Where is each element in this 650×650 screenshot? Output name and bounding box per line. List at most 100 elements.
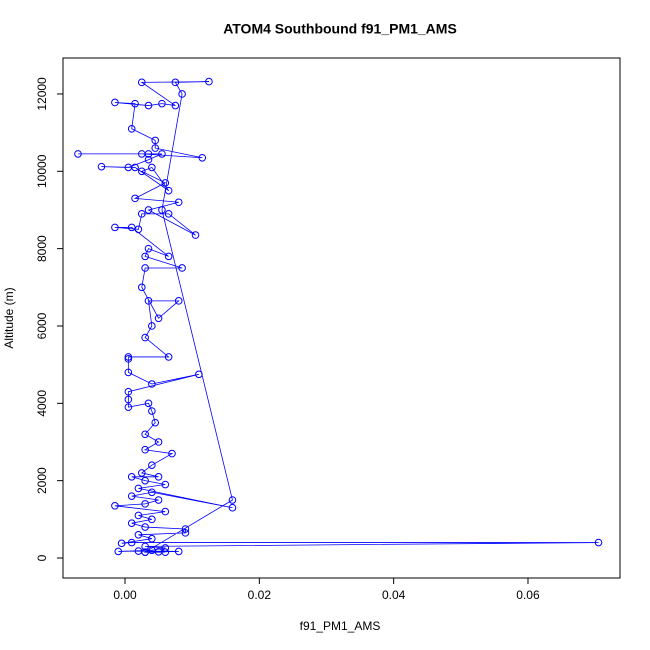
data-point [154,472,163,481]
y-tick-label: 12000 [35,77,49,111]
data-point [124,368,133,377]
data-point [148,515,156,524]
data-point [178,90,186,98]
data-point [127,472,136,481]
data-point [141,523,149,531]
y-tick-label: 8000 [35,235,49,262]
chart-title: ATOM4 Southbound f91_PM1_AMS [223,21,457,37]
data-point [151,418,160,427]
y-tick-label: 4000 [35,390,49,417]
y-tick-label: 6000 [35,312,49,339]
data-point [174,297,183,305]
data-point [161,507,170,516]
data-point [158,206,166,214]
data-point [148,488,156,497]
data-point [124,395,133,404]
data-point [127,492,136,500]
data-point [144,101,153,110]
data-point [151,136,160,145]
data-point [228,496,237,504]
data-point [141,430,149,439]
data-point [137,283,146,292]
data-point [148,163,156,172]
data-point [141,548,149,557]
data-point [141,264,149,272]
data-point [127,538,136,547]
data-point [228,503,237,512]
data-point [111,98,119,107]
data-point [205,77,213,86]
data-point [131,194,139,203]
data-point [154,438,163,446]
data-point [127,519,136,528]
data-point [144,244,153,253]
x-tick-label: 0.02 [248,588,272,602]
data-point [161,548,170,557]
y-tick-label: 2000 [35,467,49,494]
data-point [137,469,146,477]
data-point [114,547,123,556]
data-point [97,162,106,171]
data-point [178,264,186,272]
x-axis-label: f91_PM1_AMS [300,619,381,633]
data-point [134,484,143,493]
data-point [594,538,603,547]
data-point [124,403,133,411]
data-point [164,353,173,361]
data-point [161,544,170,552]
data-point [191,231,200,239]
data-point [74,150,82,158]
data-point [124,353,133,361]
data-point [148,322,156,330]
data-point [144,399,153,408]
data-point [127,223,136,232]
data-point [141,252,149,261]
data-point [131,99,139,108]
data-point [168,449,176,458]
data-point [154,314,163,323]
data-point [134,511,143,520]
data-point [124,355,133,363]
data-point [171,101,180,110]
data-point [161,480,170,489]
data-point [158,150,166,158]
data-point [137,78,146,87]
data-point [164,186,173,195]
data-point [127,124,136,133]
data-point [141,542,149,551]
data-point [195,370,203,379]
data-point [181,529,190,537]
data-point [141,445,149,454]
data-point [174,547,183,556]
data-point [144,206,153,214]
x-tick-label: 0.04 [382,588,406,602]
plot-frame [62,57,621,579]
data-point [141,500,149,508]
data-point [141,476,149,485]
data-point [144,297,153,305]
x-tick-label: 0.06 [516,588,540,602]
data-point [171,78,180,87]
data-point [124,387,133,396]
data-point [148,534,156,543]
data-point [148,546,156,555]
data-point [134,531,143,539]
data-point [198,153,207,162]
data-point [111,223,119,232]
data-point [164,252,173,261]
data-point [148,407,156,415]
data-point [158,99,166,108]
data-point [154,496,163,504]
data-point [124,163,133,172]
data-point [161,179,170,187]
data-point [181,525,190,533]
data-point [137,210,146,218]
y-axis-label: Altitude (m) [2,287,16,348]
data-point [117,539,126,548]
data-point [148,461,156,469]
data-point [137,167,146,176]
data-point [111,502,119,510]
data-point [134,225,143,234]
y-tick-label: 10000 [35,154,49,188]
